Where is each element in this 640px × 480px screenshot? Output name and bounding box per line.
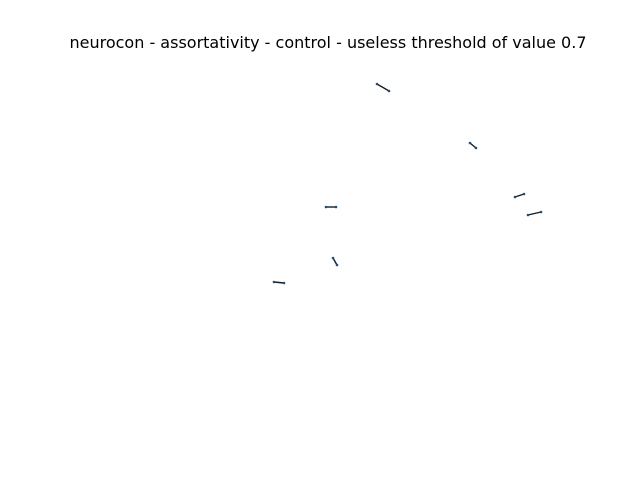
graph-node <box>375 82 379 86</box>
graph-node <box>522 192 526 196</box>
graph-edge <box>273 281 285 284</box>
graph-edge <box>514 193 525 198</box>
graph-node <box>474 146 478 150</box>
graph-node <box>468 141 472 145</box>
graph-node <box>513 195 517 199</box>
graph-node <box>282 281 286 285</box>
graph-node <box>387 89 391 93</box>
graph-edge <box>376 83 390 92</box>
figure-title: neurocon - assortativity - control - use… <box>69 33 587 52</box>
graph-node <box>526 213 530 217</box>
graph-node <box>334 205 338 209</box>
graph-node <box>324 205 328 209</box>
graph-node <box>272 280 276 284</box>
graph-edge <box>332 257 338 266</box>
graph-node <box>331 256 335 260</box>
graph-edge <box>527 211 542 216</box>
node-group <box>272 82 543 285</box>
edge-group <box>273 83 542 284</box>
graph-node <box>539 210 543 214</box>
graph-node <box>335 263 339 267</box>
graph-edge <box>469 142 477 149</box>
